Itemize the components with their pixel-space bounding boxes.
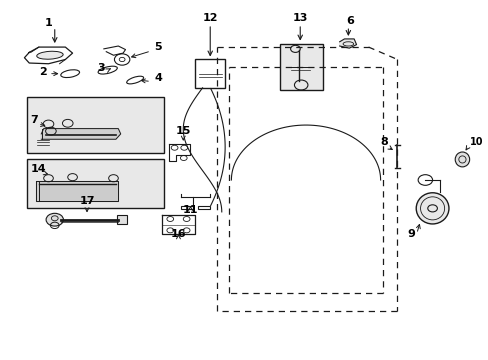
Polygon shape [339, 39, 356, 48]
Text: 2: 2 [39, 67, 46, 77]
Text: 11: 11 [183, 204, 198, 215]
Text: 17: 17 [79, 196, 95, 206]
Text: 8: 8 [379, 137, 387, 147]
Text: 9: 9 [407, 229, 414, 239]
Ellipse shape [37, 51, 63, 59]
FancyBboxPatch shape [27, 97, 163, 153]
Text: 12: 12 [202, 13, 218, 23]
Polygon shape [41, 129, 121, 139]
Text: 16: 16 [170, 229, 186, 239]
Text: 10: 10 [468, 136, 482, 147]
FancyBboxPatch shape [279, 44, 322, 90]
FancyBboxPatch shape [27, 159, 163, 208]
Bar [181, 206, 192, 209]
Polygon shape [37, 181, 118, 201]
Bar [195, 59, 224, 88]
Text: 15: 15 [175, 126, 191, 136]
Text: 6: 6 [346, 16, 353, 26]
Circle shape [46, 213, 63, 226]
Text: 14: 14 [31, 164, 46, 174]
Text: 3: 3 [98, 63, 105, 73]
Bar [197, 206, 209, 209]
Text: 13: 13 [292, 13, 307, 23]
Text: 1: 1 [44, 18, 52, 28]
Ellipse shape [415, 193, 448, 224]
Text: 7: 7 [31, 115, 39, 125]
Ellipse shape [454, 152, 468, 167]
Text: 4: 4 [154, 73, 162, 84]
Text: 5: 5 [154, 41, 162, 51]
Bar [117, 215, 127, 224]
